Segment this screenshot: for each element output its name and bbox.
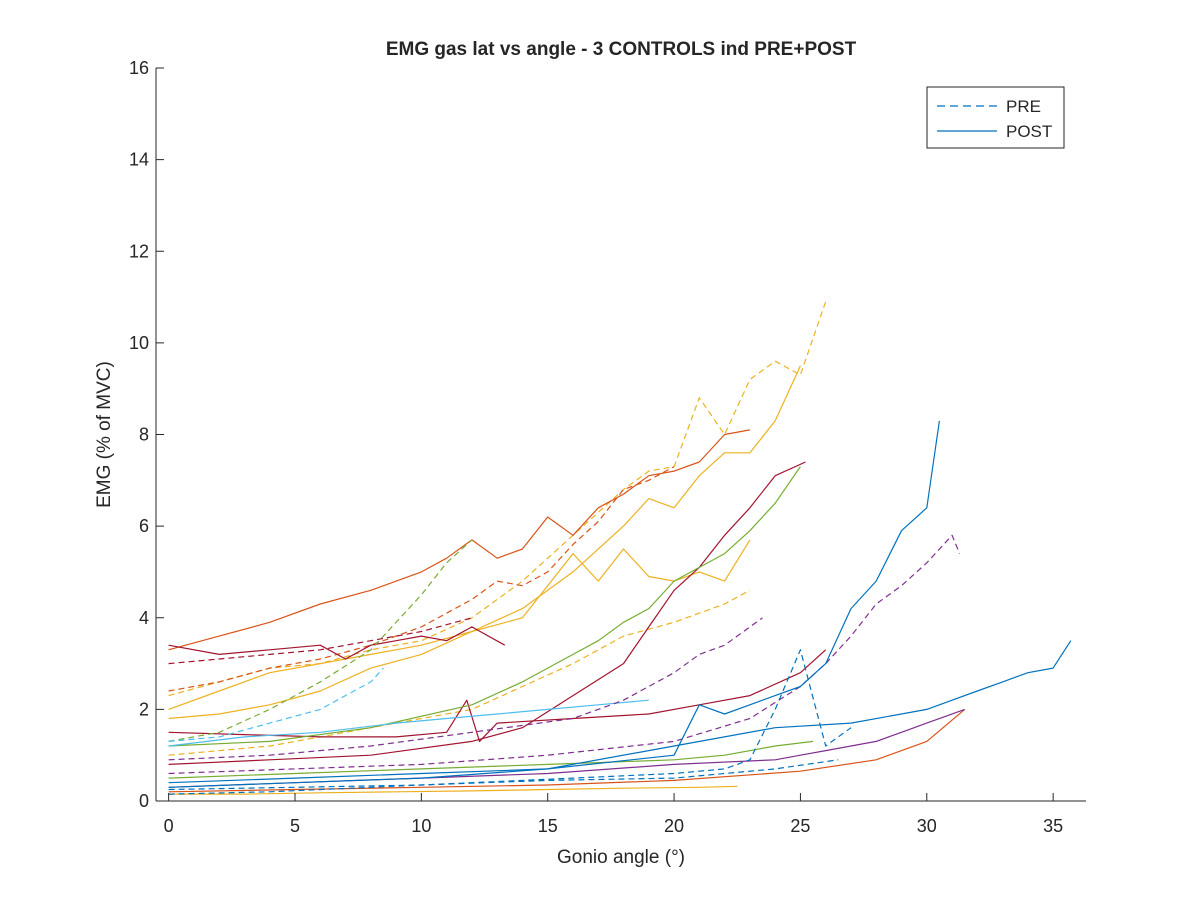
series-line-6 bbox=[168, 466, 675, 692]
axes-layer: 0 5 10 15 20 25 30 35 0 2 4 6 8 10 12 14 16 bbox=[129, 58, 1086, 836]
series-line-3 bbox=[168, 589, 751, 756]
y-tick-label: 14 bbox=[129, 150, 149, 170]
series-line-13 bbox=[168, 539, 473, 742]
series-line-15 bbox=[168, 667, 384, 742]
y-tick-label: 6 bbox=[139, 516, 149, 536]
x-tick-label: 10 bbox=[411, 816, 431, 836]
series-line-21 bbox=[168, 640, 1072, 788]
x-tick-label: 35 bbox=[1043, 816, 1063, 836]
x-tick-label: 25 bbox=[790, 816, 810, 836]
legend-post-label: POST bbox=[1006, 122, 1052, 141]
series-line-2 bbox=[168, 539, 751, 720]
legend: PRE POST bbox=[926, 86, 1065, 149]
series-line-17 bbox=[168, 617, 763, 761]
x-tick-label: 30 bbox=[917, 816, 937, 836]
series-line-12 bbox=[168, 466, 801, 747]
series-line-4 bbox=[168, 785, 738, 795]
x-tick-label: 0 bbox=[164, 816, 174, 836]
x-axis-label: Gonio angle (°) bbox=[557, 847, 685, 868]
series-layer bbox=[168, 301, 1072, 795]
series-line-22 bbox=[168, 649, 852, 795]
series-line-9 bbox=[168, 617, 473, 665]
y-tick-label: 8 bbox=[139, 425, 149, 445]
y-tick-label: 4 bbox=[139, 608, 149, 628]
legend-box bbox=[926, 86, 1065, 149]
series-line-20 bbox=[168, 420, 940, 784]
y-tick-label: 10 bbox=[129, 333, 149, 353]
series-line-7 bbox=[168, 708, 966, 793]
y-axis-label: EMG (% of MVC) bbox=[94, 361, 115, 508]
series-line-5 bbox=[168, 429, 751, 651]
y-tick-label: 0 bbox=[139, 791, 149, 811]
legend-pre-label: PRE bbox=[1006, 97, 1041, 116]
chart-title: EMG gas lat vs angle - 3 CONTROLS ind PR… bbox=[386, 39, 857, 60]
x-tick-label: 20 bbox=[664, 816, 684, 836]
series-line-11 bbox=[168, 649, 827, 742]
y-tick-label: 2 bbox=[139, 699, 149, 719]
x-tick-label: 5 bbox=[290, 816, 300, 836]
y-tick-label: 12 bbox=[129, 241, 149, 261]
plot-area bbox=[156, 68, 1086, 801]
x-tick-label: 15 bbox=[538, 816, 558, 836]
series-line-1 bbox=[168, 365, 801, 710]
series-line-0 bbox=[168, 301, 827, 697]
series-line-10 bbox=[168, 461, 806, 765]
series-line-16 bbox=[168, 699, 649, 747]
y-tick-label: 16 bbox=[129, 58, 149, 78]
series-line-8 bbox=[168, 626, 506, 660]
